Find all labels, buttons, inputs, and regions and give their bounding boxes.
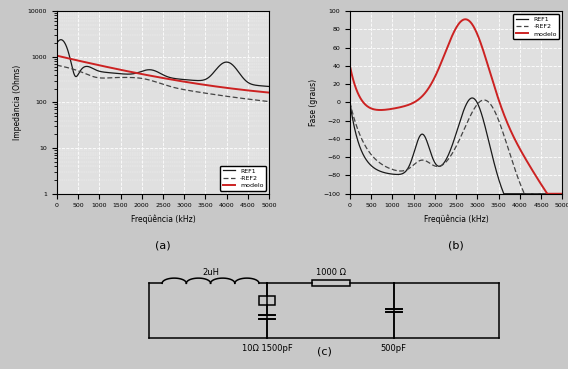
modelo bbox=[53, 54, 60, 58]
modelo bbox=[147, 73, 154, 78]
modelo bbox=[544, 192, 551, 196]
-REF2 bbox=[219, 93, 226, 98]
REF1 bbox=[53, 41, 60, 45]
-REF2 bbox=[147, 78, 154, 83]
-REF2 bbox=[223, 94, 229, 99]
REF1 bbox=[76, 71, 82, 76]
Text: 1000 Ω: 1000 Ω bbox=[316, 268, 345, 277]
REF1 bbox=[440, 161, 447, 166]
-REF2 bbox=[432, 164, 439, 169]
modelo bbox=[492, 89, 499, 94]
REF1 bbox=[469, 96, 475, 100]
-REF2 bbox=[53, 63, 60, 68]
Text: (c): (c) bbox=[317, 346, 332, 356]
Line: -REF2: -REF2 bbox=[57, 65, 269, 101]
modelo bbox=[219, 85, 226, 90]
modelo bbox=[559, 192, 566, 196]
REF1 bbox=[219, 61, 226, 65]
REF1 bbox=[346, 100, 353, 105]
-REF2 bbox=[368, 153, 375, 157]
REF1 bbox=[368, 164, 375, 168]
-REF2 bbox=[266, 99, 273, 104]
-REF2 bbox=[199, 90, 206, 95]
Line: -REF2: -REF2 bbox=[350, 100, 562, 194]
Text: 10Ω 1500pF: 10Ω 1500pF bbox=[242, 344, 293, 353]
REF1 bbox=[559, 192, 566, 196]
REF1 bbox=[147, 68, 154, 72]
modelo bbox=[223, 86, 229, 90]
modelo bbox=[462, 17, 469, 21]
modelo bbox=[75, 58, 82, 63]
REF1 bbox=[199, 78, 206, 82]
REF1 bbox=[140, 69, 147, 73]
Y-axis label: Impedância (Ohms): Impedância (Ohms) bbox=[13, 65, 22, 140]
modelo bbox=[432, 73, 439, 77]
modelo bbox=[346, 64, 353, 68]
modelo bbox=[139, 72, 146, 76]
modelo bbox=[440, 55, 447, 59]
-REF2 bbox=[481, 98, 487, 102]
-REF2 bbox=[492, 112, 499, 116]
REF1 bbox=[266, 84, 273, 89]
Line: REF1: REF1 bbox=[57, 40, 269, 86]
-REF2 bbox=[516, 180, 523, 184]
-REF2 bbox=[346, 100, 353, 105]
Line: modelo: modelo bbox=[57, 56, 269, 93]
Legend: REF1, -REF2, modelo: REF1, -REF2, modelo bbox=[513, 14, 559, 39]
Text: (a): (a) bbox=[155, 241, 171, 251]
modelo bbox=[266, 90, 273, 95]
X-axis label: Freqüência (kHz): Freqüência (kHz) bbox=[424, 214, 488, 224]
-REF2 bbox=[75, 69, 82, 73]
Text: (b): (b) bbox=[448, 241, 464, 251]
-REF2 bbox=[512, 169, 519, 174]
-REF2 bbox=[139, 76, 146, 81]
REF1 bbox=[512, 192, 519, 196]
-REF2 bbox=[440, 162, 447, 166]
Line: modelo: modelo bbox=[350, 19, 562, 194]
Text: 500pF: 500pF bbox=[381, 344, 407, 353]
-REF2 bbox=[521, 192, 528, 196]
REF1 bbox=[57, 38, 64, 42]
Bar bbox=[260, 296, 275, 305]
REF1 bbox=[432, 162, 439, 166]
modelo bbox=[199, 82, 206, 87]
REF1 bbox=[223, 60, 230, 64]
Legend: REF1, -REF2, modelo: REF1, -REF2, modelo bbox=[220, 166, 266, 191]
REF1 bbox=[516, 192, 523, 196]
modelo bbox=[516, 146, 523, 151]
REF1 bbox=[500, 192, 507, 196]
Y-axis label: Fase (graus): Fase (graus) bbox=[309, 79, 318, 126]
Bar bbox=[312, 280, 349, 286]
X-axis label: Freqüência (kHz): Freqüência (kHz) bbox=[131, 214, 195, 224]
Text: 2uH: 2uH bbox=[202, 268, 219, 277]
modelo bbox=[368, 106, 375, 111]
-REF2 bbox=[559, 192, 566, 196]
modelo bbox=[512, 139, 519, 143]
Line: REF1: REF1 bbox=[350, 98, 562, 194]
REF1 bbox=[492, 168, 499, 172]
